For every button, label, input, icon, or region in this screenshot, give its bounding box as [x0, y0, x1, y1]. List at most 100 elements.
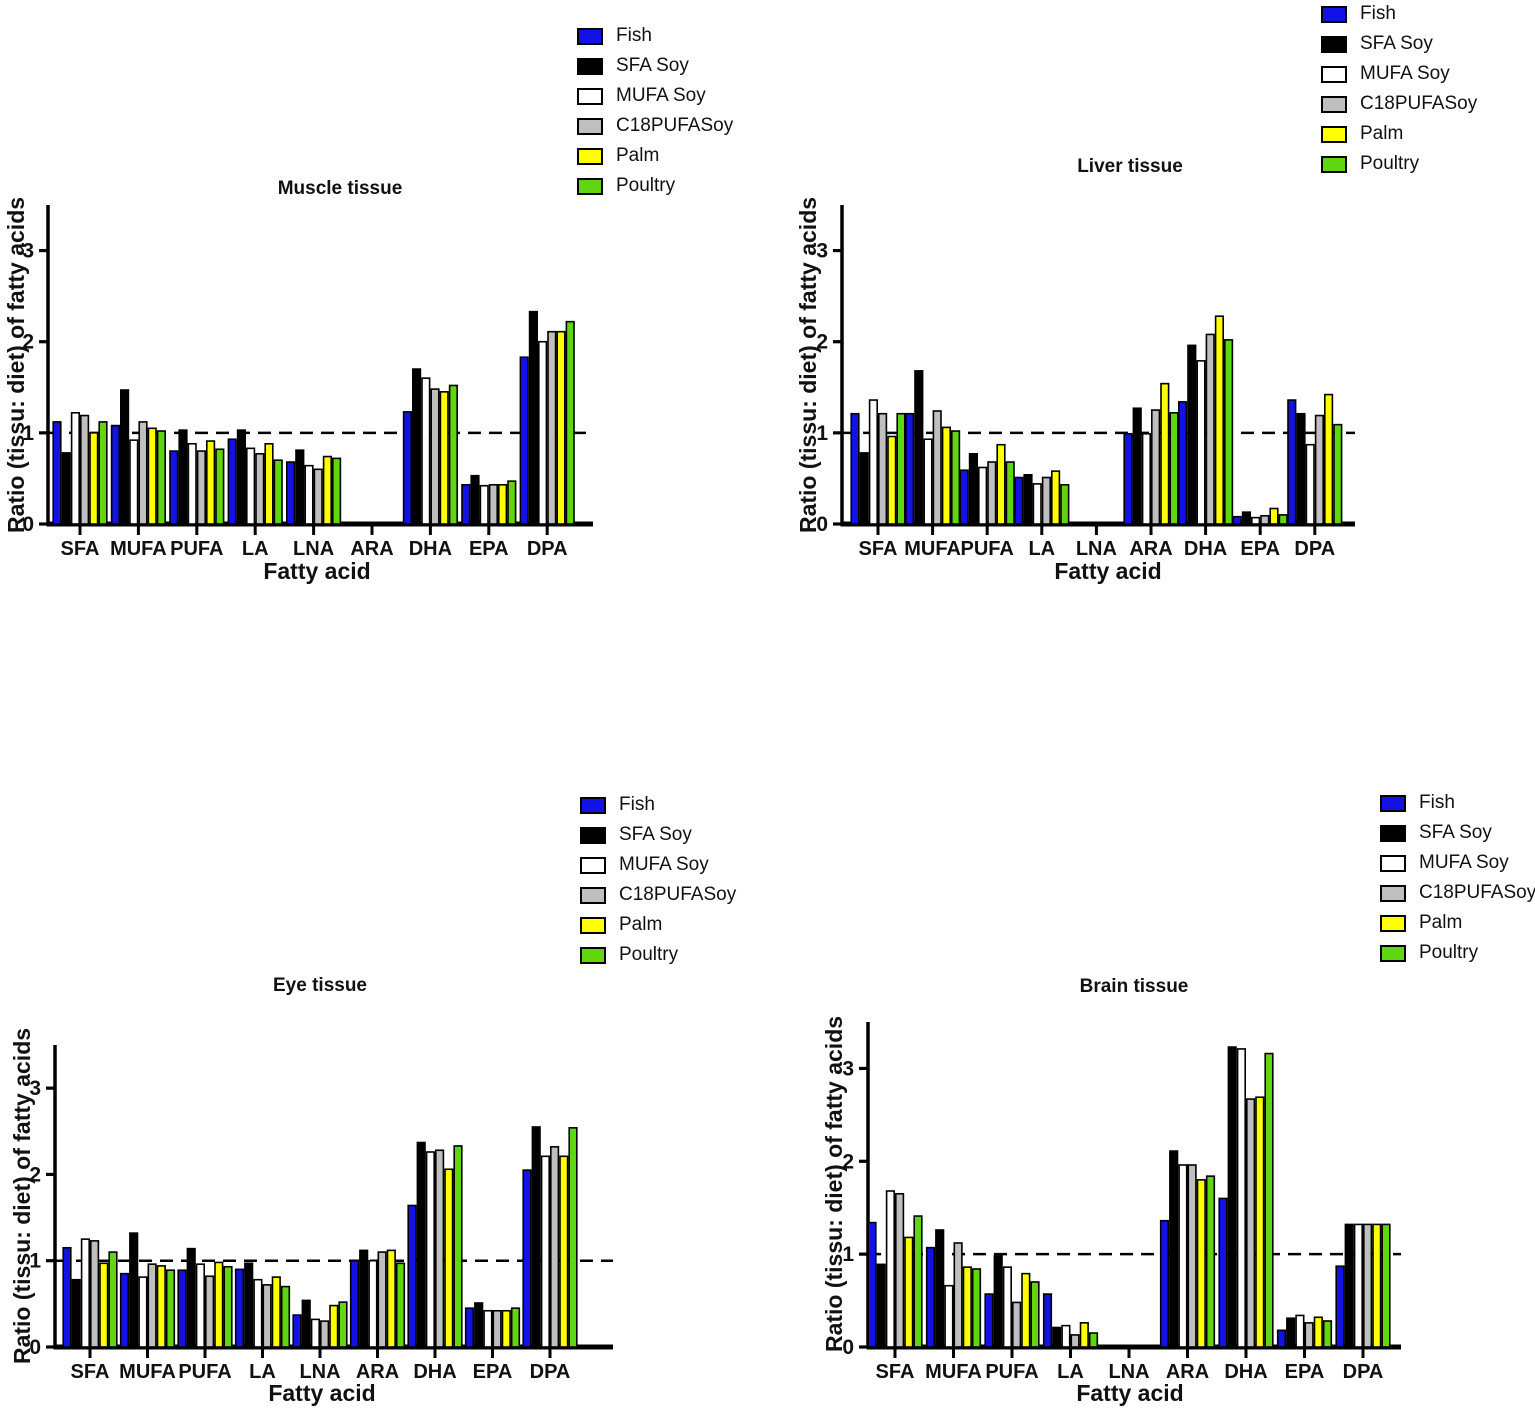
x-tick-label: EPA	[1240, 538, 1280, 560]
y-tick-label: 2	[29, 1163, 41, 1186]
x-tick-label: MUFA	[925, 1361, 982, 1383]
bar-muscle-dpa-poultry	[565, 320, 575, 525]
x-tick-label: DHA	[409, 538, 452, 560]
bar-liver-pufa-c18pufasoy	[987, 461, 997, 525]
chart-title: Muscle tissue	[278, 178, 403, 199]
bar-eye-dpa-c18pufasoy	[549, 1146, 560, 1348]
bar-brain-dpa-mufa_soy	[1353, 1223, 1363, 1348]
bar-eye-epa-sfa_soy	[474, 1302, 484, 1348]
bar-brain-la-sfa_soy	[1052, 1326, 1062, 1348]
x-tick-label: DPA	[527, 538, 568, 560]
bar-muscle-la-palm	[264, 442, 274, 525]
bar-brain-mufa-sfa_soy	[935, 1229, 945, 1348]
bar-brain-dha-poultry	[1264, 1052, 1274, 1348]
bar-brain-ara-palm	[1196, 1179, 1206, 1348]
bar-brain-la-mufa_soy	[1061, 1324, 1071, 1348]
legend-item-sfa_soy: SFA Soy	[1380, 822, 1535, 843]
x-tick-label: LNA	[299, 1361, 340, 1383]
bar-brain-dha-fish	[1218, 1197, 1228, 1348]
bar-liver-dpa-poultry	[1333, 423, 1343, 525]
legend-label: MUFA Soy	[616, 85, 706, 106]
bar-brain-sfa-c18pufasoy	[894, 1192, 905, 1348]
bar-brain-ara-mufa_soy	[1178, 1164, 1188, 1348]
legend-muscle: Fish SFA Soy MUFA Soy C18PUFASoy Palm Poultry	[577, 25, 733, 196]
bar-eye-ara-c18pufasoy	[377, 1251, 387, 1348]
bar-brain-epa-sfa_soy	[1286, 1317, 1296, 1348]
bar-eye-dha-palm	[444, 1168, 454, 1348]
bar-eye-sfa-sfa_soy	[71, 1278, 81, 1348]
x-tick-label: ARA	[350, 538, 393, 560]
bar-liver-dha-sfa_soy	[1187, 344, 1197, 525]
liver-tissue-chart: 0 1 2 3 SFA MUFA PUFA LA LNA ARA DHA EPA DPA Liver ti…	[795, 156, 1355, 584]
legend-label: C18PUFASoy	[619, 884, 737, 905]
x-tick-label: ARA	[1129, 538, 1172, 560]
x-tick-label: PUFA	[178, 1361, 231, 1383]
legend-item-sfa_soy: SFA Soy	[1321, 33, 1477, 54]
bar-brain-dha-palm	[1255, 1096, 1265, 1348]
legend-swatch-poultry	[1321, 155, 1347, 173]
bar-muscle-epa-palm	[497, 484, 508, 525]
bar-liver-epa-poultry	[1278, 514, 1288, 525]
legend-swatch-palm	[1380, 914, 1406, 932]
legend-swatch-c18pufasoy	[1321, 95, 1347, 113]
bar-brain-mufa-fish	[925, 1246, 936, 1348]
legend-swatch-poultry	[580, 946, 606, 964]
bar-eye-dha-sfa_soy	[416, 1141, 426, 1348]
bar-liver-sfa-mufa_soy	[868, 399, 878, 525]
bar-brain-dpa-sfa_soy	[1344, 1223, 1354, 1348]
bar-muscle-lna-mufa_soy	[304, 464, 314, 525]
bar-muscle-la-sfa_soy	[236, 429, 247, 525]
bar-brain-sfa-poultry	[913, 1215, 923, 1348]
bar-muscle-dpa-sfa_soy	[528, 310, 538, 525]
bar-muscle-mufa-c18pufasoy	[138, 421, 148, 525]
legend-label: Fish	[1360, 3, 1396, 24]
legend-swatch-palm	[1321, 125, 1347, 143]
x-tick-label: SFA	[859, 538, 898, 560]
legend-swatch-sfa_soy	[577, 57, 603, 75]
bar-brain-mufa-c18pufasoy	[953, 1242, 963, 1348]
bar-muscle-epa-c18pufasoy	[488, 484, 499, 525]
bar-liver-dha-c18pufasoy	[1205, 333, 1215, 525]
y-tick-label: 2	[816, 331, 828, 354]
x-tick-label: DPA	[530, 1361, 571, 1383]
legend-label: Poultry	[1419, 942, 1479, 963]
legend-swatch-mufa_soy	[577, 87, 603, 105]
bar-liver-sfa-poultry	[896, 412, 906, 525]
legend-label: Palm	[1360, 123, 1404, 144]
legend-item-poultry: Poultry	[577, 175, 733, 196]
legend-item-poultry: Poultry	[1321, 153, 1477, 174]
legend-swatch-poultry	[1380, 944, 1406, 962]
bar-eye-sfa-poultry	[108, 1251, 118, 1348]
muscle-tissue-chart: 0 1 2 3 SFA MUFA PUFA LA LNA ARA DHA EPA DPA Muscle t…	[3, 178, 593, 584]
legend-brain: Fish SFA Soy MUFA Soy C18PUFASoy Palm Poultry	[1380, 792, 1535, 963]
x-tick-label: LNA	[1108, 1361, 1149, 1383]
bar-liver-dha-fish	[1178, 401, 1188, 525]
y-tick-label: 0	[816, 513, 828, 536]
bar-brain-dha-sfa_soy	[1227, 1046, 1237, 1348]
bar-eye-la-poultry	[280, 1285, 291, 1348]
legend-label: Fish	[1419, 792, 1455, 813]
legend-label: SFA Soy	[616, 55, 689, 76]
legend-swatch-mufa_soy	[580, 856, 606, 874]
x-tick-label: SFA	[61, 538, 100, 560]
bar-muscle-dha-poultry	[448, 384, 459, 525]
legend-swatch-palm	[577, 147, 603, 165]
bar-liver-pufa-poultry	[1005, 461, 1015, 525]
bar-brain-sfa-sfa_soy	[876, 1263, 886, 1348]
bar-eye-dpa-fish	[522, 1169, 532, 1348]
bar-liver-epa-c18pufasoy	[1260, 514, 1270, 525]
bar-eye-dha-poultry	[453, 1145, 463, 1348]
bar-muscle-sfa-poultry	[98, 421, 108, 525]
bar-muscle-la-fish	[227, 438, 237, 525]
bar-muscle-pufa-mufa_soy	[187, 442, 197, 525]
legend-swatch-fish	[1321, 5, 1347, 23]
bar-eye-pufa-sfa_soy	[186, 1247, 196, 1348]
y-axis-title: Ratio (tissu: diet) of fatty acids	[3, 197, 29, 533]
bar-eye-epa-palm	[501, 1309, 511, 1348]
legend-label: MUFA Soy	[619, 854, 709, 875]
x-tick-label: LA	[249, 1361, 276, 1383]
bar-eye-mufa-palm	[156, 1265, 166, 1348]
bar-muscle-la-poultry	[273, 459, 283, 525]
legend-label: MUFA Soy	[1360, 63, 1450, 84]
bar-eye-la-sfa_soy	[244, 1262, 254, 1348]
